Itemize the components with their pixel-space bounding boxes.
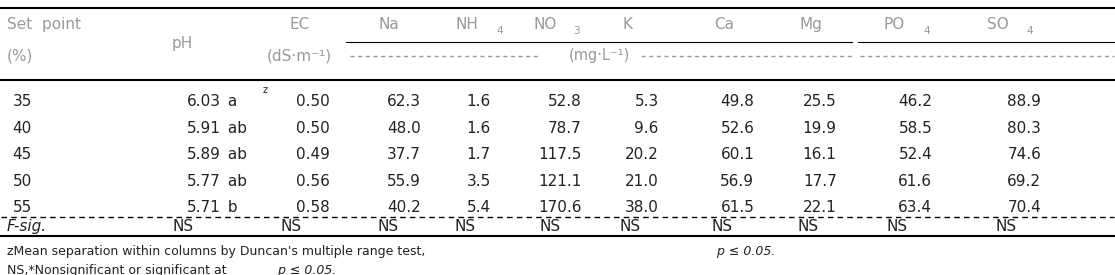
Text: ab: ab — [223, 174, 246, 189]
Text: 5.77: 5.77 — [186, 174, 221, 189]
Text: 5.91: 5.91 — [186, 121, 221, 136]
Text: 45: 45 — [12, 147, 31, 162]
Text: pH: pH — [172, 36, 193, 51]
Text: 19.9: 19.9 — [803, 121, 836, 136]
Text: ab: ab — [223, 121, 246, 136]
Text: 3: 3 — [573, 26, 580, 36]
Text: Mg: Mg — [799, 17, 823, 32]
Text: 0.56: 0.56 — [295, 174, 330, 189]
Text: 40: 40 — [12, 121, 31, 136]
Text: NS: NS — [280, 219, 301, 234]
Text: Na: Na — [378, 17, 399, 32]
Text: Set  point: Set point — [7, 17, 81, 32]
Text: K: K — [622, 17, 632, 32]
Text: 0.50: 0.50 — [295, 121, 330, 136]
Text: NH: NH — [455, 17, 478, 32]
Text: 3.5: 3.5 — [466, 174, 491, 189]
Text: ab: ab — [223, 147, 246, 162]
Text: 46.2: 46.2 — [899, 94, 932, 109]
Text: 88.9: 88.9 — [1008, 94, 1041, 109]
Text: PO: PO — [883, 17, 904, 32]
Text: 0.50: 0.50 — [295, 94, 330, 109]
Text: 52.6: 52.6 — [720, 121, 755, 136]
Text: NS,*Nonsignificant or significant at: NS,*Nonsignificant or significant at — [7, 264, 226, 275]
Text: NO: NO — [533, 17, 556, 32]
Text: 22.1: 22.1 — [803, 200, 836, 215]
Text: 5.71: 5.71 — [186, 200, 221, 215]
Text: NS: NS — [172, 219, 193, 234]
Text: 17.7: 17.7 — [803, 174, 836, 189]
Text: 9.6: 9.6 — [634, 121, 659, 136]
Text: Ca: Ca — [715, 17, 735, 32]
Text: NS: NS — [797, 219, 818, 234]
Text: zMean separation within columns by Duncan's multiple range test,: zMean separation within columns by Dunca… — [7, 245, 425, 258]
Text: 4: 4 — [923, 26, 930, 36]
Text: 121.1: 121.1 — [539, 174, 582, 189]
Text: 52.8: 52.8 — [549, 94, 582, 109]
Text: 20.2: 20.2 — [626, 147, 659, 162]
Text: NS: NS — [378, 219, 399, 234]
Text: 55: 55 — [12, 200, 31, 215]
Text: 170.6: 170.6 — [539, 200, 582, 215]
Text: SO: SO — [987, 17, 1009, 32]
Text: NS: NS — [455, 219, 476, 234]
Text: 52.4: 52.4 — [899, 147, 932, 162]
Text: p ≤ 0.05.: p ≤ 0.05. — [714, 245, 776, 258]
Text: 117.5: 117.5 — [539, 147, 582, 162]
Text: 6.03: 6.03 — [186, 94, 221, 109]
Text: NS: NS — [886, 219, 908, 234]
Text: (mg·L⁻¹): (mg·L⁻¹) — [569, 48, 630, 63]
Text: 1.6: 1.6 — [466, 121, 491, 136]
Text: 63.4: 63.4 — [899, 200, 932, 215]
Text: (%): (%) — [7, 48, 33, 63]
Text: 78.7: 78.7 — [549, 121, 582, 136]
Text: NS: NS — [540, 219, 560, 234]
Text: 21.0: 21.0 — [626, 174, 659, 189]
Text: 80.3: 80.3 — [1008, 121, 1041, 136]
Text: 40.2: 40.2 — [387, 200, 420, 215]
Text: 55.9: 55.9 — [387, 174, 420, 189]
Text: 69.2: 69.2 — [1007, 174, 1041, 189]
Text: 0.49: 0.49 — [295, 147, 330, 162]
Text: 60.1: 60.1 — [720, 147, 755, 162]
Text: 4: 4 — [496, 26, 503, 36]
Text: 1.6: 1.6 — [466, 94, 491, 109]
Text: 49.8: 49.8 — [720, 94, 755, 109]
Text: EC: EC — [289, 17, 310, 32]
Text: 37.7: 37.7 — [387, 147, 420, 162]
Text: 5.4: 5.4 — [467, 200, 491, 215]
Text: 5.89: 5.89 — [186, 147, 221, 162]
Text: (dS·m⁻¹): (dS·m⁻¹) — [266, 48, 332, 63]
Text: NS: NS — [711, 219, 733, 234]
Text: 4: 4 — [1027, 26, 1034, 36]
Text: 74.6: 74.6 — [1008, 147, 1041, 162]
Text: 62.3: 62.3 — [387, 94, 420, 109]
Text: 50: 50 — [12, 174, 31, 189]
Text: NS: NS — [996, 219, 1016, 234]
Text: 70.4: 70.4 — [1008, 200, 1041, 215]
Text: 61.6: 61.6 — [899, 174, 932, 189]
Text: F-sig.: F-sig. — [7, 219, 47, 234]
Text: p ≤ 0.05.: p ≤ 0.05. — [274, 264, 337, 275]
Text: 25.5: 25.5 — [803, 94, 836, 109]
Text: 61.5: 61.5 — [720, 200, 755, 215]
Text: 35: 35 — [12, 94, 32, 109]
Text: NS: NS — [619, 219, 640, 234]
Text: 16.1: 16.1 — [803, 147, 836, 162]
Text: z: z — [263, 85, 268, 95]
Text: a: a — [223, 94, 237, 109]
Text: 5.3: 5.3 — [634, 94, 659, 109]
Text: 48.0: 48.0 — [387, 121, 420, 136]
Text: 58.5: 58.5 — [899, 121, 932, 136]
Text: 38.0: 38.0 — [624, 200, 659, 215]
Text: b: b — [223, 200, 237, 215]
Text: 56.9: 56.9 — [720, 174, 755, 189]
Text: 1.7: 1.7 — [467, 147, 491, 162]
Text: 0.58: 0.58 — [295, 200, 330, 215]
